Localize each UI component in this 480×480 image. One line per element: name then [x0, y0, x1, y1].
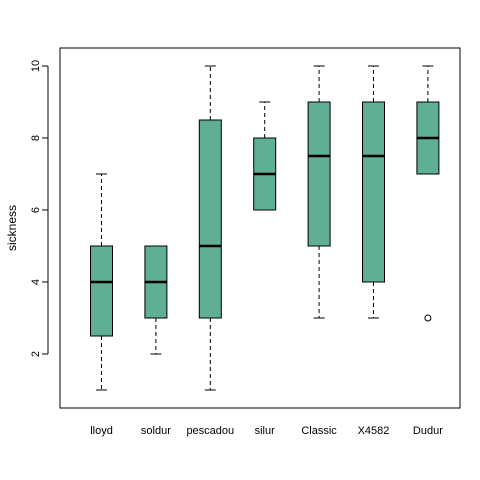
boxes-layer: [90, 65, 440, 391]
y-axis-title: sickness: [5, 205, 19, 251]
x-tick-label: Classic: [301, 425, 337, 437]
box-soldur: [144, 245, 168, 355]
box-X4582: [362, 65, 385, 319]
plot-frame: [59, 47, 461, 409]
outlier-point: [424, 314, 432, 322]
x-axis-labels: lloyd soldur pescadou silur Classic X4582 Dudu…: [90, 425, 443, 437]
box-lloyd: [90, 173, 113, 391]
x-tick-label: soldur: [141, 425, 171, 437]
box-Classic: [307, 65, 331, 319]
y-tick-label: 10: [30, 60, 42, 72]
x-tick-label: Dudur: [413, 425, 443, 437]
y-axis: 2 4 6 8 10: [30, 60, 49, 357]
x-tick-label: X4582: [358, 425, 390, 437]
y-tick-label: 2: [30, 351, 42, 357]
box-silur: [253, 101, 277, 211]
y-tick-label: 8: [30, 135, 42, 141]
y-tick-label: 4: [30, 279, 42, 285]
x-tick-label: silur: [255, 425, 276, 437]
x-tick-label: pescadou: [186, 425, 234, 437]
box-Dudur: [416, 65, 440, 322]
iqr-box: [307, 101, 331, 247]
box-pescadou: [198, 65, 222, 391]
iqr-box: [198, 119, 222, 319]
iqr-box: [90, 245, 113, 337]
iqr-box: [362, 101, 385, 283]
x-tick-label: lloyd: [90, 425, 113, 437]
y-tick-label: 6: [30, 207, 42, 213]
